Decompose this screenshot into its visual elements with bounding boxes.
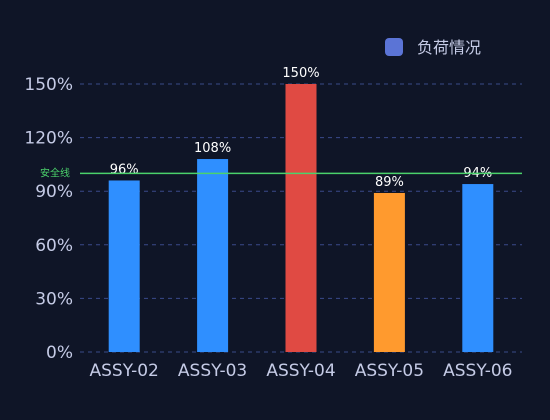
bar [373,192,405,352]
x-tick-label: ASSY-02 [90,361,159,381]
data-label: 108% [194,141,231,156]
y-tick-label: 90% [35,182,73,202]
x-tick-label: ASSY-05 [355,361,424,381]
x-tick-label: ASSY-06 [443,361,512,381]
bar [197,159,229,352]
data-label: 96% [110,162,139,177]
x-tick-label: ASSY-03 [178,361,247,381]
legend-swatch [385,38,403,56]
threshold-label: 安全线 [40,166,70,179]
legend-label: 负荷情况 [417,38,481,57]
y-tick-label: 0% [46,343,73,363]
y-tick-label: 120% [24,129,73,149]
bar [462,184,494,352]
bar [108,180,140,352]
data-label: 150% [282,66,319,81]
y-tick-label: 150% [24,75,73,95]
bar [285,84,317,352]
y-tick-label: 30% [35,289,73,309]
y-tick-label: 60% [35,236,73,256]
data-label: 89% [375,175,404,190]
x-tick-label: ASSY-04 [266,361,335,381]
